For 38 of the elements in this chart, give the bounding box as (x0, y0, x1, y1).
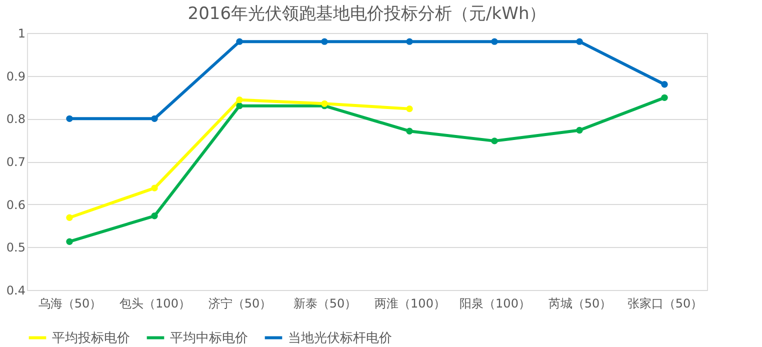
y-tick-label: 1 (18, 26, 26, 40)
point (406, 105, 413, 112)
point (66, 214, 73, 221)
point (151, 115, 158, 122)
x-tick-label: 两淮（100） (374, 296, 446, 310)
point (236, 38, 243, 45)
x-tick-label: 张家口（50） (627, 296, 703, 310)
y-tick-label: 0.9 (6, 69, 26, 84)
legend-label: 平均投标电价 (52, 330, 130, 346)
point (406, 38, 413, 45)
point (236, 102, 243, 110)
point (576, 126, 583, 134)
x-tick-label: 阳泉（100） (460, 296, 530, 310)
legend-label: 当地光伏标杆电价 (288, 330, 392, 346)
point (661, 81, 668, 88)
point (576, 38, 583, 45)
x-tick-label: 济宁（50） (208, 296, 272, 310)
point (661, 94, 668, 102)
point (151, 212, 158, 220)
x-tick-label: 乌海（50） (38, 296, 102, 310)
y-tick-label: 0.6 (6, 198, 26, 212)
x-tick-label: 新泰（50） (293, 296, 357, 310)
y-tick-label: 0.7 (6, 155, 26, 169)
point (236, 96, 243, 104)
point (151, 184, 158, 192)
y-tick-label: 0.8 (6, 112, 26, 126)
x-tick-label: 包头（100） (120, 296, 190, 310)
y-tick-label: 0.4 (6, 284, 26, 298)
point (66, 238, 73, 245)
y-tick-label: 0.5 (6, 240, 26, 255)
point (491, 138, 498, 144)
point (66, 115, 73, 122)
point (406, 128, 413, 134)
legend-label: 平均中标电价 (170, 330, 248, 346)
chart-title: 2016年光伏领跑基地电价投标分析（元/kWh） (188, 4, 546, 24)
point (491, 38, 498, 45)
point (321, 38, 328, 45)
x-tick-label: 芮城（50） (548, 296, 612, 310)
